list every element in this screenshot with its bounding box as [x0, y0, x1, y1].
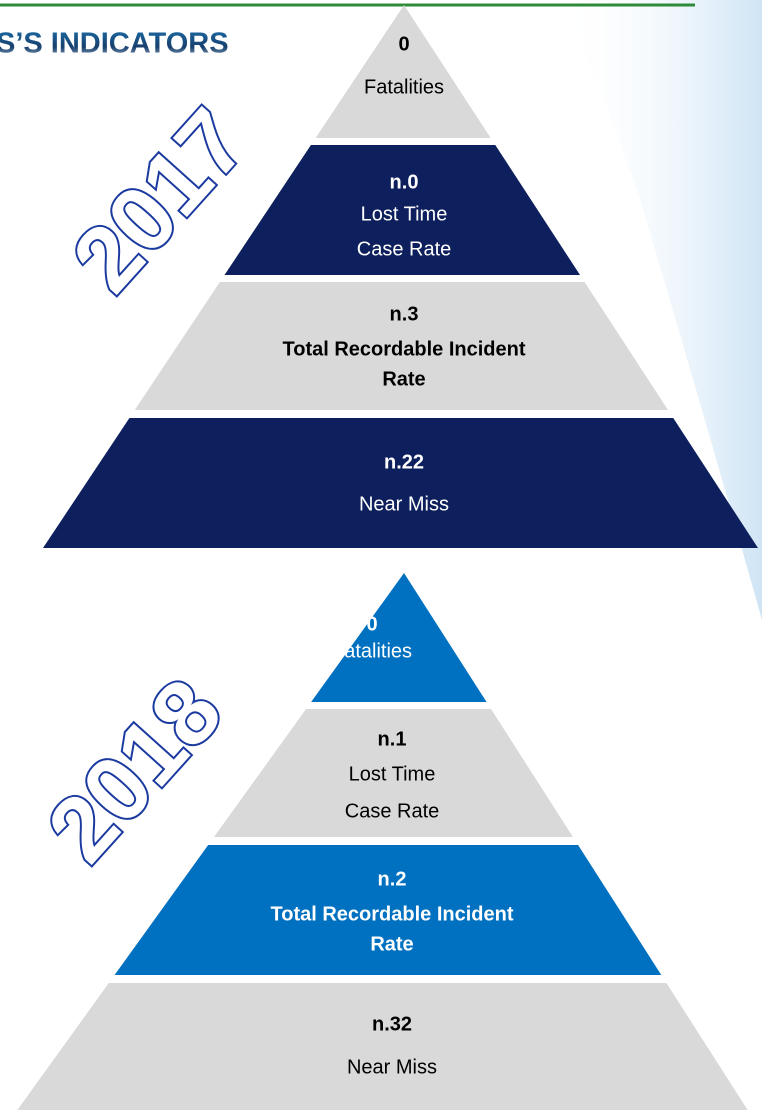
pyramid-level: [43, 418, 758, 548]
pyramid-level: [316, 5, 491, 138]
level-value: 0: [398, 33, 409, 55]
level-label: Lost Time: [361, 203, 448, 225]
level-label: Total Recordable Incident: [283, 338, 526, 360]
level-label: Near Miss: [347, 1056, 437, 1078]
pyramid-level: [311, 573, 486, 702]
level-value: n.2: [378, 868, 407, 890]
year-label: 2017: [54, 90, 267, 310]
level-label: Fatalities: [364, 76, 444, 98]
pyramid-level: [17, 983, 747, 1110]
level-label: Lost Time: [349, 763, 436, 785]
level-value: n.1: [378, 728, 407, 750]
level-label: Near Miss: [359, 493, 449, 515]
level-label: Rate: [370, 933, 413, 955]
level-label: Fatalities: [332, 640, 412, 662]
slide: S’S INDICATORS 0 Fatalities n.0 Lost Time Ca…: [0, 0, 762, 1110]
level-value: n.0: [390, 171, 419, 193]
level-value: n.22: [384, 451, 424, 473]
level-value: n.32: [372, 1013, 412, 1035]
slide-title: S’S INDICATORS: [0, 28, 229, 60]
level-value: n.3: [390, 303, 419, 325]
level-label: Total Recordable Incident: [271, 903, 514, 925]
level-value: 0: [366, 613, 377, 635]
level-label: Case Rate: [345, 800, 440, 822]
level-label: Case Rate: [357, 238, 452, 260]
level-label: Rate: [382, 368, 425, 390]
